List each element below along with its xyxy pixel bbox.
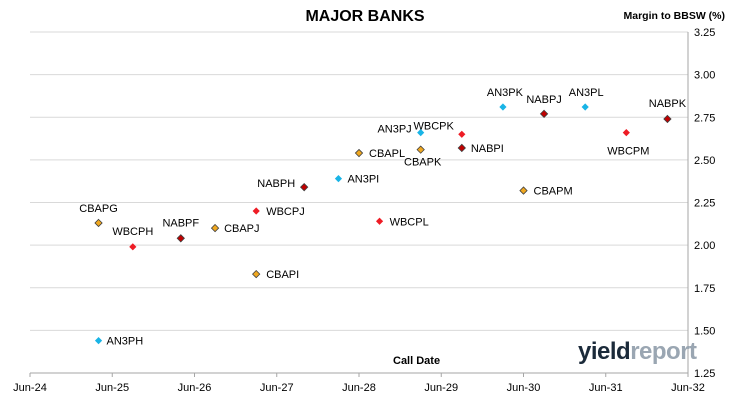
- data-point-wbcph: [129, 243, 137, 251]
- y-tick-label: 3.25: [694, 27, 715, 39]
- data-point-nabpk: [663, 114, 672, 124]
- point-label: AN3PK: [487, 87, 524, 99]
- x-tick-label: Jun-31: [589, 382, 623, 394]
- point-label: NABPJ: [526, 94, 561, 106]
- x-tick-label: Jun-27: [260, 382, 294, 394]
- data-point-nabpi: [457, 143, 466, 153]
- data-point-an3pi: [334, 175, 343, 183]
- point-label: CBAPJ: [224, 223, 259, 235]
- y-tick-label: 1.50: [694, 325, 715, 337]
- point-label: WBCPM: [607, 146, 649, 158]
- data-point-wbcpj: [252, 207, 260, 215]
- data-point-an3pj: [417, 128, 425, 137]
- y-tick-labels: 1.25 1.50 1.75 2.00 2.25 2.50 2.75 3.00 3.25: [694, 27, 715, 380]
- data-point-cbapg: [94, 218, 103, 228]
- yieldreport-logo: yieldreport: [578, 338, 697, 366]
- data-point-an3pk: [499, 103, 507, 111]
- x-tick-label: Jun-28: [342, 382, 376, 394]
- gridlines: [30, 31, 688, 374]
- logo-part-report: report: [630, 338, 697, 365]
- y-tick-label: 2.75: [694, 112, 715, 124]
- data-point-cbapl: [354, 148, 364, 158]
- point-label: AN3PJ: [377, 124, 411, 136]
- data-point-wbcpl: [375, 217, 384, 225]
- point-label: AN3PL: [569, 87, 604, 99]
- point-label: CBAPL: [369, 148, 405, 160]
- y-tick-label: 2.00: [694, 240, 715, 252]
- point-label: AN3PI: [347, 174, 379, 186]
- point-label: NABPK: [649, 98, 687, 110]
- point-label: CBAPM: [534, 186, 573, 198]
- point-label: AN3PH: [107, 336, 144, 348]
- data-point-cbapi: [252, 269, 261, 279]
- point-label: WBCPL: [390, 216, 429, 228]
- data-point-cbapj: [210, 223, 220, 233]
- x-axis-label: Call Date: [393, 355, 441, 367]
- chart-title: MAJOR BANKS: [305, 8, 425, 25]
- x-tick-label: Jun-32: [671, 382, 705, 394]
- data-point-an3ph: [94, 337, 103, 345]
- data-point-wbcpk: [458, 130, 466, 138]
- x-tick-label: Jun-29: [424, 382, 458, 394]
- point-labels: AN3PH CBAPG WBCPH NABPF CBAPJ CBAPI WBCPJ NABPH…: [79, 87, 686, 348]
- point-label: NABPF: [162, 217, 199, 229]
- y-tick-label: 3.00: [694, 70, 715, 82]
- point-label: NABPH: [257, 178, 295, 190]
- point-label: NABPI: [471, 143, 504, 155]
- x-tick-label: Jun-24: [13, 382, 47, 394]
- data-point-cbapm: [519, 186, 528, 195]
- point-label: WBCPJ: [266, 206, 305, 218]
- x-tick-label: Jun-25: [95, 382, 129, 394]
- y-tick-label: 2.25: [694, 198, 715, 210]
- logo-part-yield: yield: [578, 338, 631, 365]
- data-point-an3pl: [581, 103, 589, 111]
- point-label: CBAPG: [79, 203, 118, 215]
- x-tick-label: Jun-30: [507, 382, 541, 394]
- x-tick-labels: Jun-24 Jun-25 Jun-26 Jun-27 Jun-28 Jun-29 Jun-…: [13, 382, 705, 394]
- data-point-nabpf: [176, 234, 185, 243]
- x-tick-label: Jun-26: [178, 382, 212, 394]
- data-point-nabpj: [539, 109, 549, 119]
- data-point-nabph: [300, 182, 309, 192]
- y-tick-label: 2.50: [694, 155, 715, 167]
- point-label: CBAPK: [404, 157, 442, 169]
- data-points: [94, 103, 672, 345]
- y-axis-label: Margin to BBSW (%): [623, 10, 726, 22]
- y-tick-label: 1.75: [694, 283, 715, 295]
- data-point-cbapk: [416, 145, 425, 154]
- point-label: CBAPI: [266, 269, 299, 281]
- axes: [29, 32, 689, 377]
- point-label: WBCPK: [413, 120, 454, 132]
- y-tick-label: 1.25: [694, 368, 715, 380]
- data-point-wbcpm: [622, 128, 630, 137]
- point-label: WBCPH: [112, 226, 153, 238]
